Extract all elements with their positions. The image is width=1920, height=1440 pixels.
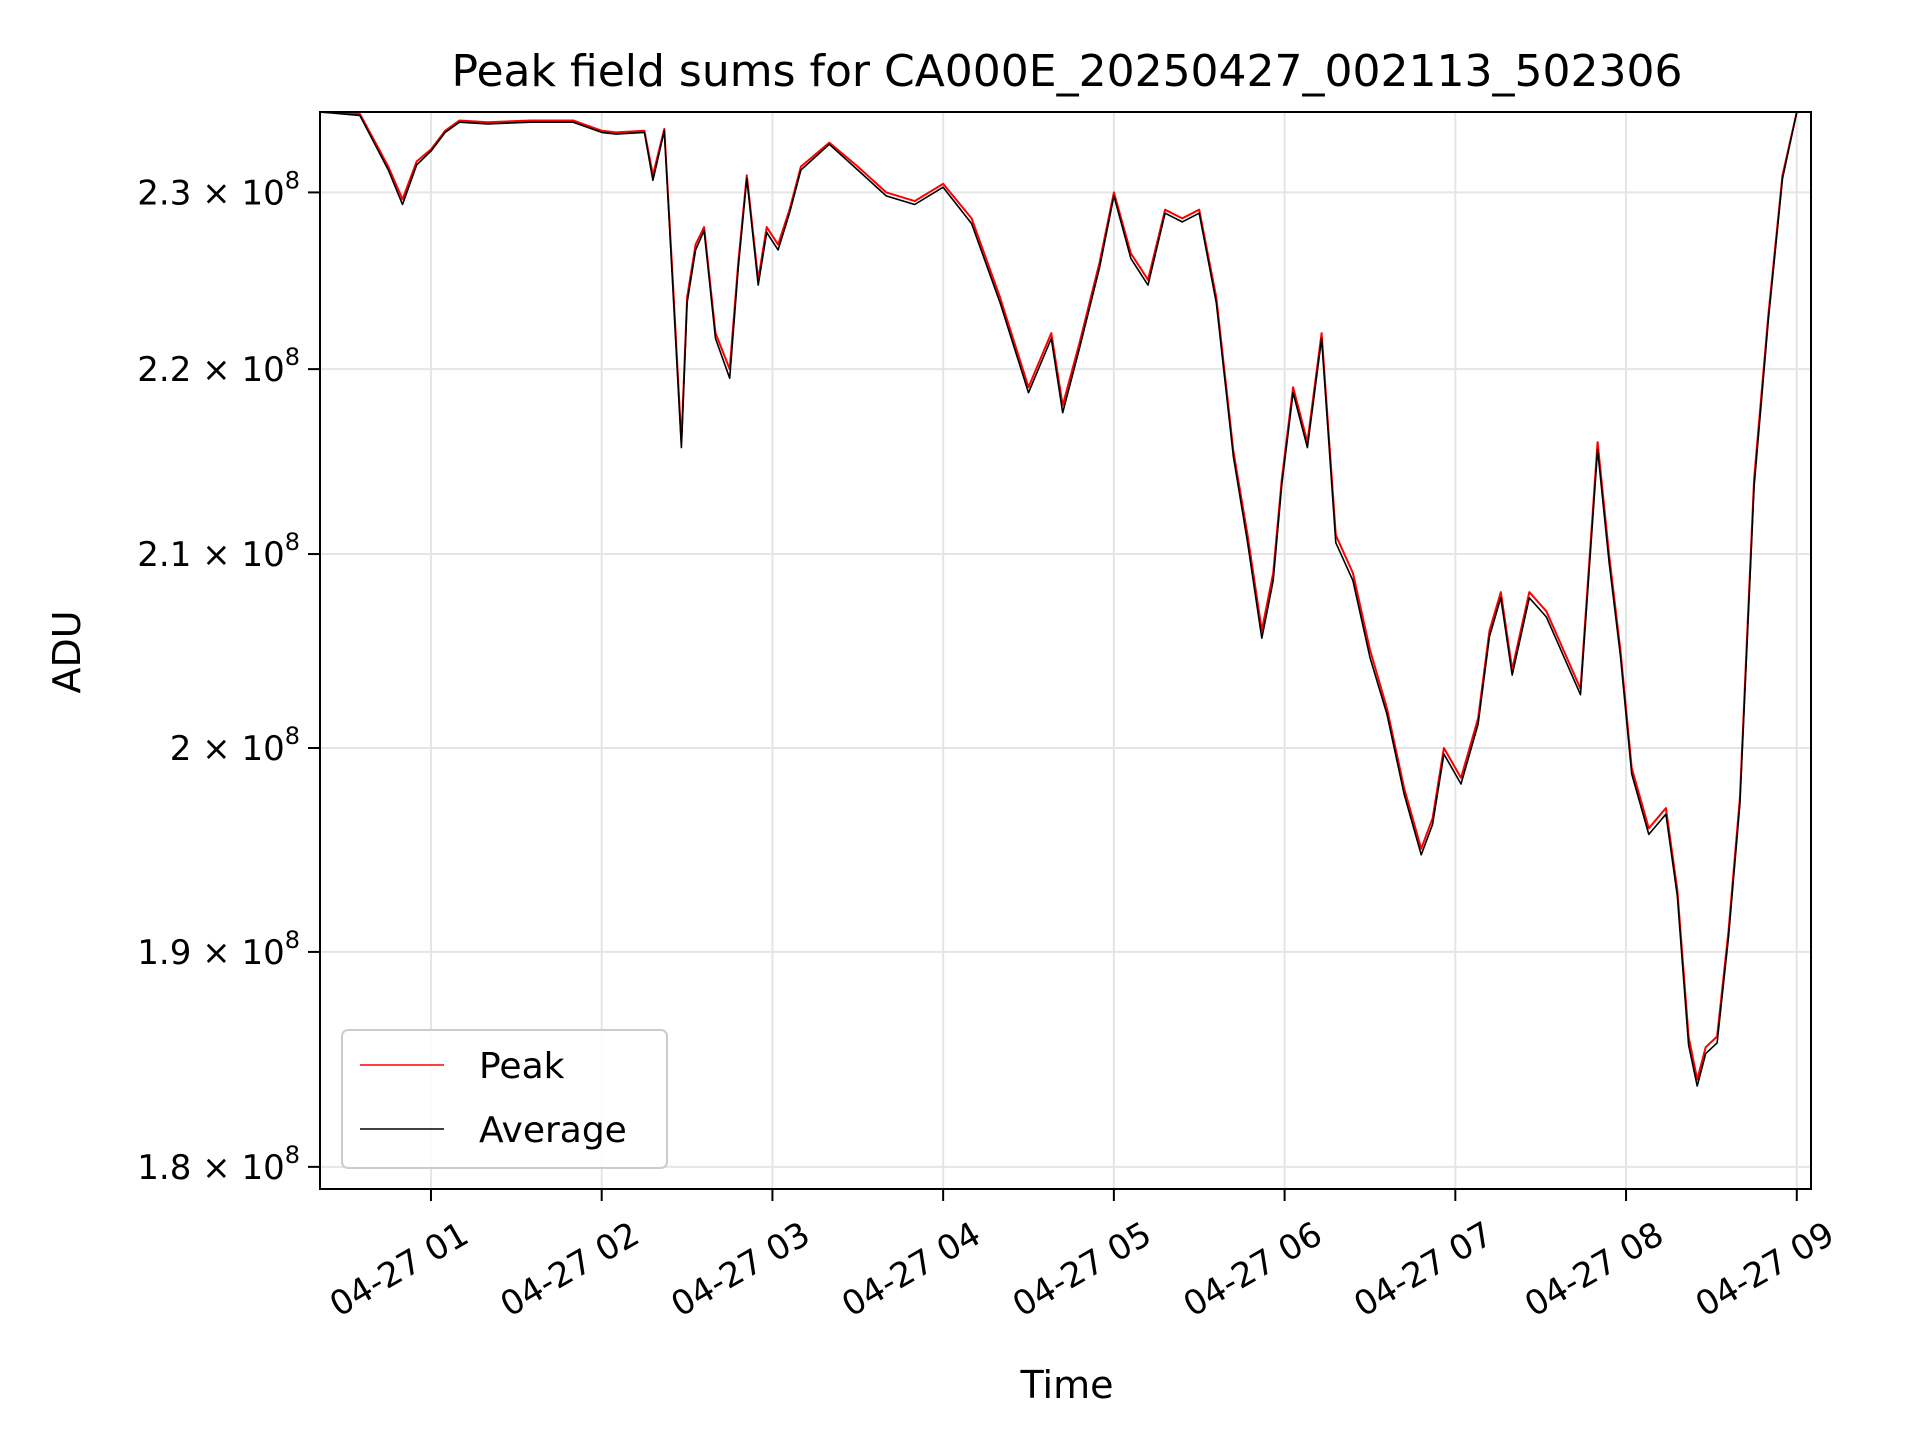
series-line-average	[319, 111, 1798, 1087]
y-tick-mantissa: 1.9 × 10	[137, 933, 284, 973]
y-tick-label: 1.8 × 108	[137, 1141, 300, 1188]
y-tick-label: 2.1 × 108	[137, 528, 300, 575]
y-tick-label: 2.3 × 108	[137, 166, 300, 213]
chart-title: Peak field sums for CA000E_20250427_0021…	[452, 46, 1683, 97]
y-tick-exponent: 8	[285, 166, 300, 194]
series-group	[319, 111, 1798, 1087]
legend-label-peak: Peak	[479, 1046, 565, 1087]
y-tick-mantissa: 2 × 10	[170, 729, 285, 769]
y-tick-mantissa: 2.1 × 10	[137, 535, 284, 575]
y-tick-exponent: 8	[285, 1141, 300, 1169]
y-tick-label: 1.9 × 108	[137, 926, 300, 973]
plot-frame	[319, 111, 1812, 1190]
legend: Peak Average	[341, 1029, 668, 1169]
y-tick-label: 2.2 × 108	[137, 343, 300, 390]
y-tick-mantissa: 1.8 × 10	[137, 1148, 284, 1188]
y-tick-exponent: 8	[285, 722, 300, 750]
y-tick-label: 2 × 108	[170, 722, 300, 769]
y-tick-mantissa: 2.3 × 10	[137, 173, 284, 213]
y-tick-exponent: 8	[285, 528, 300, 556]
y-tick-mantissa: 2.2 × 10	[137, 350, 284, 390]
y-tick-exponent: 8	[285, 926, 300, 954]
x-axis-label: Time	[1020, 1363, 1114, 1407]
y-tick-exponent: 8	[285, 343, 300, 371]
y-axis-label: ADU	[45, 610, 89, 693]
legend-label-average: Average	[479, 1110, 627, 1151]
grid	[320, 112, 1811, 1189]
